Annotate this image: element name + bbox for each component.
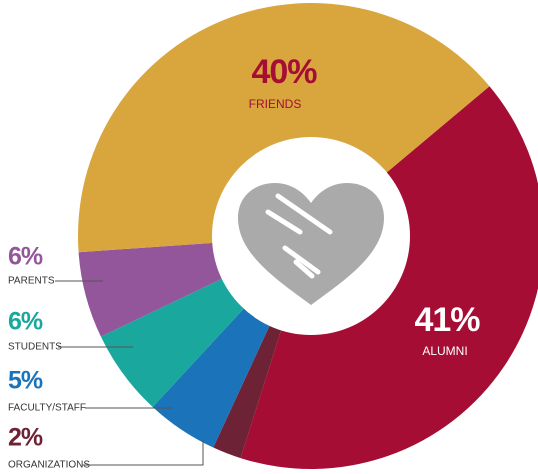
- percent-label: 6%: [8, 308, 43, 336]
- category-label: ALUMNI: [422, 344, 467, 358]
- handshake-icon: [238, 183, 384, 305]
- percent-label: 5%: [8, 367, 43, 395]
- slice: [240, 86, 538, 469]
- leader-line: [82, 440, 204, 466]
- slice: [213, 324, 282, 459]
- percent-label: 2%: [8, 424, 43, 452]
- slice: [100, 278, 245, 407]
- category-label: FRIENDS: [249, 97, 302, 111]
- percent-label: 40%: [251, 53, 317, 91]
- percent-label: 6%: [8, 243, 43, 271]
- category-label: STUDENTS: [8, 342, 62, 353]
- slice: [78, 2, 490, 253]
- category-label: FACULTY/STAFF: [8, 403, 86, 414]
- labels: 41% ALUMNI 2% ORGANIZATIONS 5% FACULTY/STAFF 6…: [8, 53, 481, 471]
- category-label: PARENTS: [8, 276, 55, 287]
- slice: [152, 307, 270, 448]
- percent-label: 41%: [414, 301, 480, 339]
- category-label: ORGANIZATIONS: [8, 460, 90, 471]
- slice: [78, 242, 223, 337]
- slices: [78, 2, 538, 469]
